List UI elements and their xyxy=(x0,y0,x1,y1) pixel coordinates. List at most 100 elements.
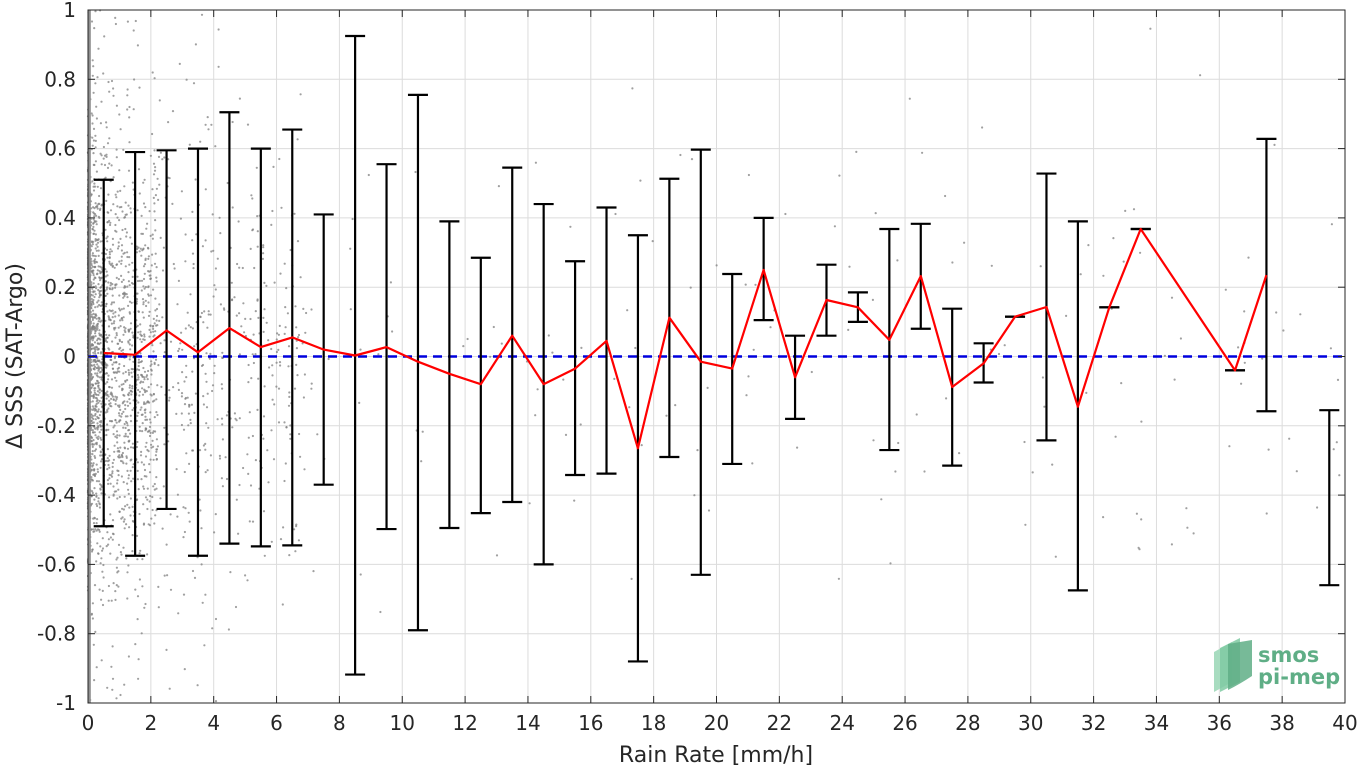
scatter-point xyxy=(98,506,101,509)
scatter-point xyxy=(146,222,149,225)
scatter-point xyxy=(95,522,98,525)
scatter-point xyxy=(106,240,109,243)
scatter-point xyxy=(95,503,98,506)
scatter-point xyxy=(126,400,129,403)
scatter-point xyxy=(126,571,129,574)
scatter-point xyxy=(154,309,157,312)
scatter-point xyxy=(131,550,134,553)
scatter-point xyxy=(277,333,280,336)
scatter-point xyxy=(155,487,158,490)
scatter-point xyxy=(105,126,108,129)
scatter-point xyxy=(130,371,133,374)
scatter-point xyxy=(99,240,102,243)
scatter-point xyxy=(145,441,148,444)
scatter-point xyxy=(92,291,95,294)
scatter-point xyxy=(94,427,97,430)
scatter-point xyxy=(100,492,103,495)
scatter-point xyxy=(97,480,101,483)
x-tick-label: 0 xyxy=(82,711,95,735)
scatter-point xyxy=(188,405,191,408)
scatter-point xyxy=(111,340,114,343)
scatter-point xyxy=(144,418,147,421)
scatter-point xyxy=(161,527,164,530)
scatter-point xyxy=(118,294,121,297)
scatter-point xyxy=(639,179,642,182)
scatter-point xyxy=(168,389,171,392)
scatter-point xyxy=(101,547,105,550)
scatter-point xyxy=(155,450,158,453)
scatter-point xyxy=(96,363,99,366)
scatter-point xyxy=(1039,265,1042,268)
scatter-point xyxy=(91,122,94,125)
scatter-point xyxy=(1186,526,1189,529)
scatter-point xyxy=(93,368,96,371)
scatter-point xyxy=(564,433,568,436)
scatter-point xyxy=(144,411,147,414)
scatter-point xyxy=(91,450,94,453)
x-tick-label: 22 xyxy=(767,711,792,735)
scatter-point xyxy=(152,330,155,333)
scatter-point xyxy=(247,472,250,475)
scatter-point xyxy=(91,364,94,367)
scatter-point xyxy=(149,154,152,157)
scatter-point xyxy=(189,418,192,421)
scatter-point xyxy=(149,274,152,277)
scatter-point xyxy=(149,234,152,237)
scatter-point xyxy=(153,210,156,213)
scatter-point xyxy=(95,494,98,497)
scatter-point xyxy=(129,236,132,239)
scatter-point xyxy=(246,453,249,456)
scatter-point xyxy=(114,311,117,314)
scatter-point xyxy=(897,441,900,445)
scatter-point xyxy=(104,280,107,283)
scatter-point xyxy=(1122,260,1125,263)
scatter-point xyxy=(855,150,858,153)
scatter-point xyxy=(91,136,94,139)
scatter-point xyxy=(176,515,179,518)
scatter-point xyxy=(120,412,124,415)
scatter-point xyxy=(114,315,117,318)
scatter-point xyxy=(151,495,154,499)
scatter-point xyxy=(147,257,150,260)
scatter-point xyxy=(96,528,100,531)
scatter-point xyxy=(91,453,94,456)
scatter-point xyxy=(128,526,131,529)
scatter-point xyxy=(122,508,125,511)
scatter-point xyxy=(91,344,94,347)
scatter-point xyxy=(207,313,210,316)
scatter-point xyxy=(127,340,130,343)
scatter-point xyxy=(1288,437,1291,440)
scatter-point xyxy=(138,552,141,555)
scatter-point xyxy=(127,440,131,443)
scatter-point xyxy=(116,434,119,437)
scatter-point xyxy=(112,485,115,488)
scatter-point xyxy=(139,330,142,333)
scatter-point xyxy=(94,255,97,258)
scatter-point xyxy=(1124,209,1127,212)
scatter-point xyxy=(136,279,140,283)
scatter-point xyxy=(131,466,134,469)
scatter-point xyxy=(144,299,147,302)
scatter-point xyxy=(91,252,94,255)
scatter-point xyxy=(132,29,135,32)
scatter-point xyxy=(128,311,131,314)
scatter-point xyxy=(100,319,103,322)
scatter-point xyxy=(98,296,101,299)
scatter-point xyxy=(116,497,119,500)
scatter-point xyxy=(114,336,117,339)
scatter-point xyxy=(97,435,100,438)
scatter-point xyxy=(173,267,176,270)
scatter-point xyxy=(110,164,113,167)
scatter-point xyxy=(144,408,147,411)
scatter-point xyxy=(119,189,122,192)
scatter-point xyxy=(144,206,147,209)
scatter-point xyxy=(280,206,283,209)
scatter-point xyxy=(133,78,136,81)
scatter-point xyxy=(147,247,150,250)
scatter-point xyxy=(91,318,94,321)
scatter-point xyxy=(389,281,392,284)
scatter-point xyxy=(94,407,97,410)
logo-text-smos: smos xyxy=(1258,643,1319,667)
scatter-point xyxy=(282,526,285,529)
scatter-point xyxy=(177,382,180,385)
